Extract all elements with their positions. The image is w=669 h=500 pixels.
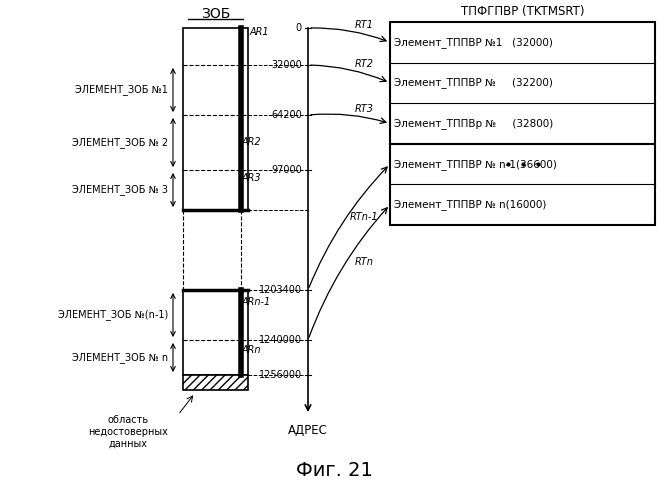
Text: ТПФГПВР (TKTMSRT): ТПФГПВР (TKTMSRT) xyxy=(461,6,584,18)
Text: ЗОБ: ЗОБ xyxy=(201,7,230,21)
Text: ARn: ARn xyxy=(242,345,262,355)
Text: AR3: AR3 xyxy=(242,173,262,183)
Bar xyxy=(390,22,655,225)
Bar xyxy=(183,28,248,210)
Text: ЭЛЕМЕНТ_ЗОБ №(n-1): ЭЛЕМЕНТ_ЗОБ №(n-1) xyxy=(58,310,168,320)
Text: AR2: AR2 xyxy=(242,137,262,147)
Text: RT2: RT2 xyxy=(355,59,373,69)
Text: RTn: RTn xyxy=(355,258,373,268)
Text: 0: 0 xyxy=(296,23,302,33)
Text: 1256000: 1256000 xyxy=(259,370,302,380)
Text: 1203400: 1203400 xyxy=(259,285,302,295)
Text: АДРЕС: АДРЕС xyxy=(288,424,328,436)
Text: Элемент_ТППВР № n-1(36600): Элемент_ТППВР № n-1(36600) xyxy=(394,158,557,170)
Text: Фиг. 21: Фиг. 21 xyxy=(296,460,373,479)
Text: 64200: 64200 xyxy=(271,110,302,120)
Bar xyxy=(183,375,248,390)
Text: Элемент_ТППВР №1   (32000): Элемент_ТППВР №1 (32000) xyxy=(394,37,553,48)
Text: 97000: 97000 xyxy=(271,165,302,175)
Text: ЭЛЕМЕНТ_ЗОБ № 2: ЭЛЕМЕНТ_ЗОБ № 2 xyxy=(72,137,168,148)
Bar xyxy=(183,290,248,375)
Text: RT3: RT3 xyxy=(355,104,373,115)
Text: AR1: AR1 xyxy=(250,27,270,37)
Text: Элемент_ТППВр №     (32800): Элемент_ТППВр № (32800) xyxy=(394,118,553,129)
Text: ЭЛЕМЕНТ_ЗОБ №1: ЭЛЕМЕНТ_ЗОБ №1 xyxy=(75,84,168,96)
Text: 1240000: 1240000 xyxy=(259,335,302,345)
Text: ЭЛЕМЕНТ_ЗОБ № n: ЭЛЕМЕНТ_ЗОБ № n xyxy=(72,352,168,363)
Text: Элемент_ТППВР № n(16000): Элемент_ТППВР № n(16000) xyxy=(394,199,547,210)
Text: Элемент_ТППВР №     (32200): Элемент_ТППВР № (32200) xyxy=(394,78,553,88)
Text: RT1: RT1 xyxy=(355,20,373,30)
Text: RTn-1: RTn-1 xyxy=(350,212,378,222)
Text: 32000: 32000 xyxy=(271,60,302,70)
Text: ЭЛЕМЕНТ_ЗОБ № 3: ЭЛЕМЕНТ_ЗОБ № 3 xyxy=(72,184,168,196)
Text: ARn-1: ARn-1 xyxy=(242,297,271,307)
Text: область
недостоверных
данных: область недостоверных данных xyxy=(88,415,168,448)
